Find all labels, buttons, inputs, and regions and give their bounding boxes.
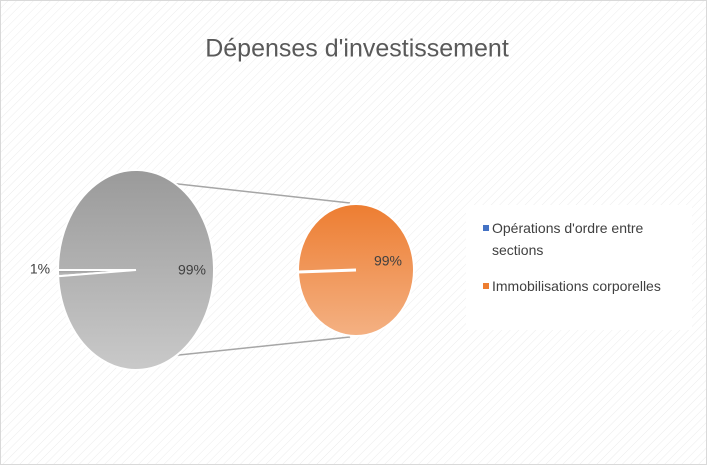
chart-title: Dépenses d'investissement: [205, 35, 509, 63]
legend: Opérations d'ordre entre sections Immobil…: [466, 205, 692, 330]
legend-item: Opérations d'ordre entre sections: [483, 217, 684, 261]
data-label: 99%: [374, 253, 402, 269]
legend-label: Immobilisations corporelles: [492, 278, 661, 294]
connector: [159, 181, 351, 204]
legend-item: Immobilisations corporelles: [483, 275, 684, 297]
connector: [159, 336, 351, 358]
data-label: 1%: [30, 261, 50, 277]
legend-label: Opérations d'ordre entre sections: [492, 220, 644, 258]
slice-border: [297, 268, 357, 274]
legend-swatch: [483, 283, 489, 289]
pie-slice: [56, 169, 215, 371]
data-label: 99%: [178, 262, 206, 278]
legend-swatch: [483, 225, 489, 231]
